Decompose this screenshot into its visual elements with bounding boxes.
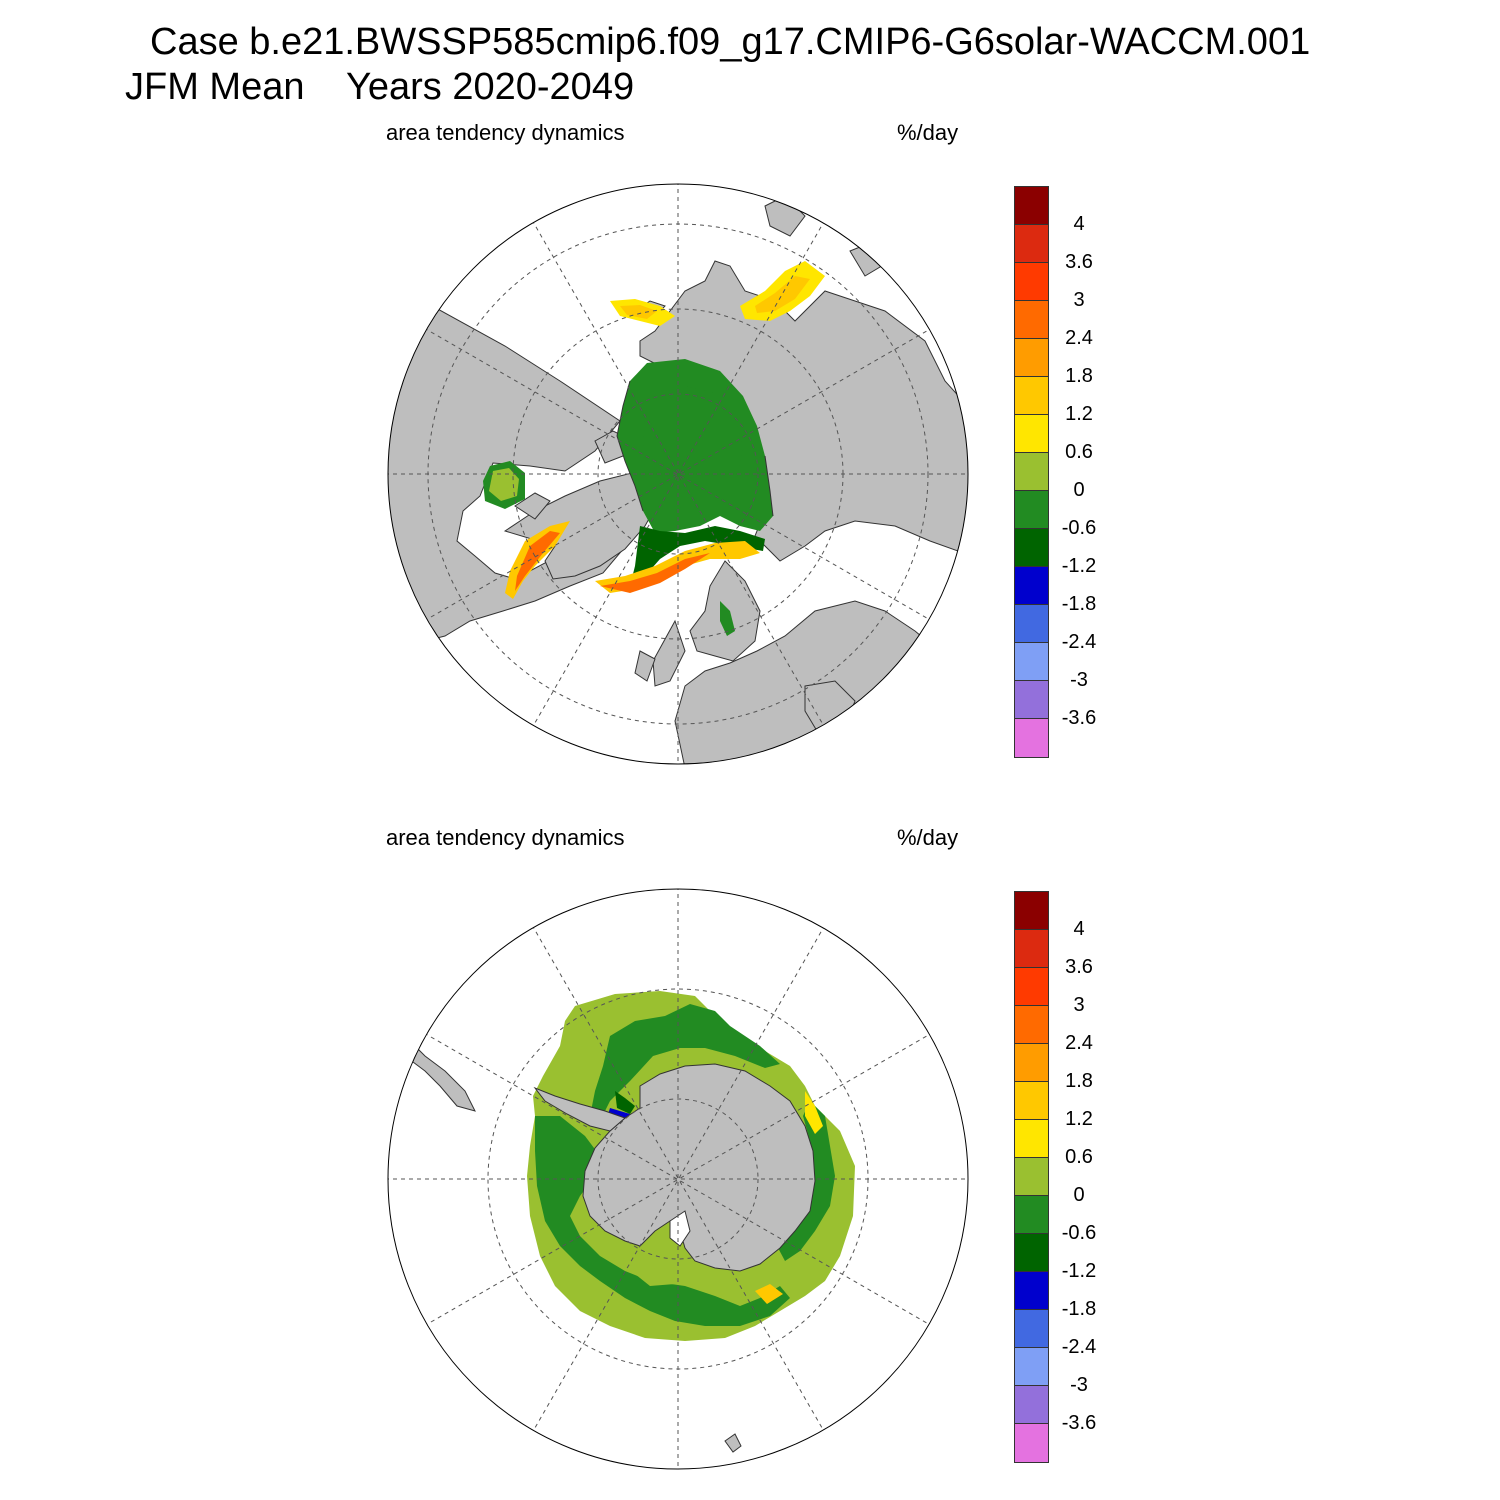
colorbar-north-tick-label: -3 [1070, 669, 1088, 691]
panel-south-units-label: %/day [897, 825, 959, 850]
colorbar-south-color-cell [1015, 1424, 1048, 1462]
colorbar-south-color-cell [1015, 1234, 1048, 1272]
colorbar-south [1014, 891, 1049, 1463]
antarctic-map-border [387, 888, 969, 1470]
colorbar-south-color-cell [1015, 1272, 1048, 1310]
colorbar-north-color-cell [1015, 225, 1048, 263]
colorbar-north-tick-label: -2.4 [1061, 631, 1097, 653]
arctic-map-border [387, 183, 969, 765]
colorbar-north-color-cell [1015, 529, 1048, 567]
antarctic-ice-dark-regions [535, 1004, 835, 1326]
colorbar-south-tick-label: -3 [1070, 1374, 1088, 1396]
colorbar-north [1014, 186, 1049, 758]
ross-ice-shelf [669, 1210, 691, 1247]
colorbar-south-color-cell [1015, 892, 1048, 930]
arctic-ice-edge-dark [630, 526, 765, 586]
colorbar-north-color-cell [1015, 377, 1048, 415]
panel-south-variable-label: area tendency dynamics [386, 825, 625, 850]
colorbar-north-color-cell [1015, 453, 1048, 491]
antarctic-weddell-dark [615, 1091, 635, 1114]
colorbar-north-tick-label: -1.2 [1061, 555, 1097, 577]
colorbar-north-tick-label: 0 [1073, 479, 1085, 501]
arctic-graticule [388, 184, 968, 764]
colorbar-north-tick-label: 4 [1073, 213, 1085, 235]
colorbar-south-tick-label: 0 [1073, 1184, 1085, 1206]
colorbar-north-tick-label: 3 [1073, 289, 1085, 311]
colorbar-south-color-cell [1015, 1196, 1048, 1234]
colorbar-south-tick-label: -2.4 [1061, 1336, 1097, 1358]
colorbar-south-tick-label: 1.2 [1065, 1108, 1093, 1130]
figure-title-line1: Case b.e21.BWSSP585cmip6.f09_g17.CMIP6-G… [150, 21, 1311, 63]
colorbar-north-color-cell [1015, 719, 1048, 757]
colorbar-south-color-cell [1015, 1044, 1048, 1082]
colorbar-south-color-cell [1015, 1120, 1048, 1158]
colorbar-north-color-cell [1015, 415, 1048, 453]
colorbar-south-tick-label: 4 [1073, 918, 1085, 940]
colorbar-north-color-cell [1015, 605, 1048, 643]
arctic-baltic-ice [720, 601, 735, 636]
colorbar-south-tick-label: -3.6 [1061, 1412, 1097, 1434]
colorbar-north-tick-label: -3.6 [1061, 707, 1097, 729]
colorbar-north-tick-label: 1.2 [1065, 403, 1093, 425]
colorbar-south-color-cell [1015, 968, 1048, 1006]
colorbar-south-color-cell [1015, 1082, 1048, 1120]
colorbar-south-tick-label: 2.4 [1065, 1032, 1093, 1054]
colorbar-south-tick-label: 3 [1073, 994, 1085, 1016]
colorbar-north-color-cell [1015, 187, 1048, 225]
colorbar-north-color-cell [1015, 339, 1048, 377]
colorbar-south-tick-label: -0.6 [1061, 1222, 1097, 1244]
colorbar-north-color-cell [1015, 643, 1048, 681]
figure-title-line2: JFM Mean Years 2020-2049 [125, 66, 635, 108]
colorbar-north-tick-label: -1.8 [1061, 593, 1097, 615]
colorbar-north-tick-label: 3.6 [1065, 251, 1093, 273]
colorbar-north-tick-label: 1.8 [1065, 365, 1093, 387]
colorbar-north-color-cell [1015, 567, 1048, 605]
antarctic-peninsula [533, 1086, 626, 1132]
antarctic-map [387, 888, 969, 1470]
antarctic-east-band [805, 1091, 823, 1134]
colorbar-north-color-cell [1015, 681, 1048, 719]
colorbar-north-tick-label: -0.6 [1061, 517, 1097, 539]
colorbar-south-tick-label: -1.2 [1061, 1260, 1097, 1282]
colorbar-south-color-cell [1015, 1006, 1048, 1044]
colorbar-south-color-cell [1015, 1386, 1048, 1424]
antarctica-land [582, 1063, 816, 1272]
colorbar-south-tick-label: 0.6 [1065, 1146, 1093, 1168]
colorbar-south-tick-label: 1.8 [1065, 1070, 1093, 1092]
panel-north-units-label: %/day [897, 120, 959, 145]
colorbar-south-tick-label: -1.8 [1061, 1298, 1097, 1320]
colorbar-north-color-cell [1015, 301, 1048, 339]
antarctic-ross-band [755, 1284, 783, 1304]
arctic-map [387, 183, 969, 765]
colorbar-north-tick-label: 0.6 [1065, 441, 1093, 463]
colorbar-south-color-cell [1015, 1310, 1048, 1348]
colorbar-south-color-cell [1015, 1158, 1048, 1196]
colorbar-north-color-cell [1015, 491, 1048, 529]
panel-north-variable-label: area tendency dynamics [386, 120, 625, 145]
colorbar-north-color-cell [1015, 263, 1048, 301]
colorbar-north-tick-label: 2.4 [1065, 327, 1093, 349]
colorbar-south-tick-label: 3.6 [1065, 956, 1093, 978]
colorbar-south-color-cell [1015, 930, 1048, 968]
antarctic-graticule [388, 889, 968, 1469]
colorbar-south-color-cell [1015, 1348, 1048, 1386]
